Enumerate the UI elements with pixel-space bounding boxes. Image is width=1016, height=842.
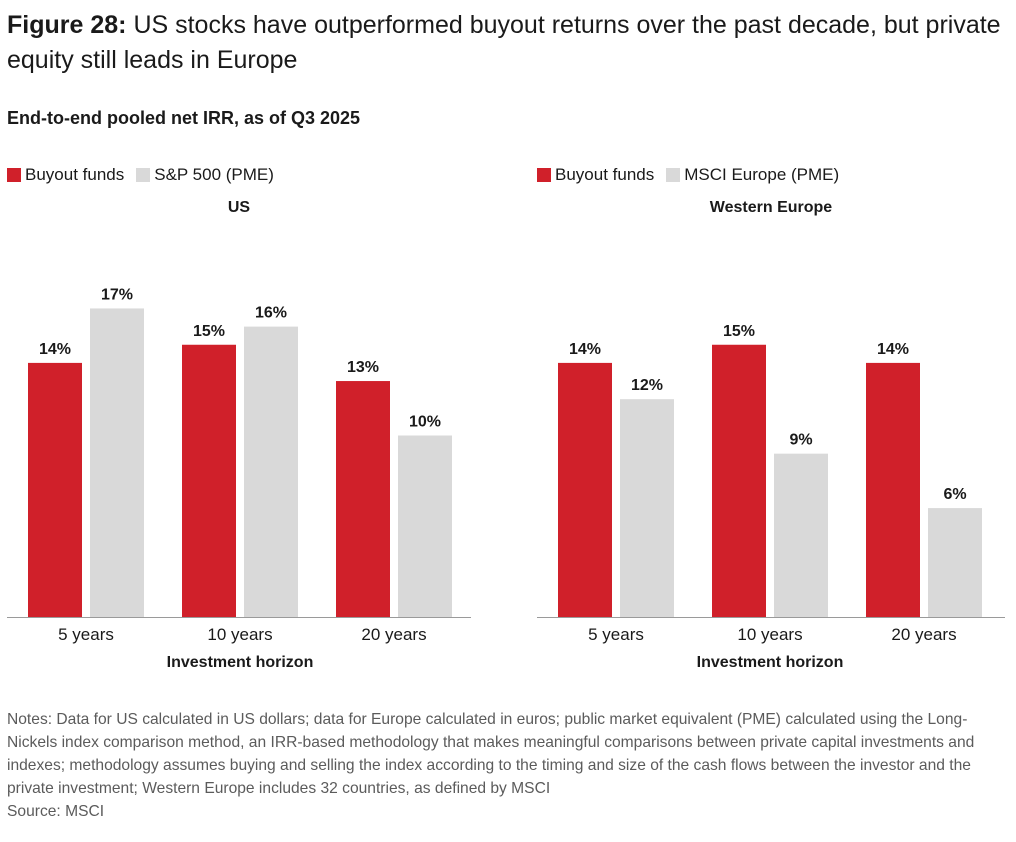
legend-europe: Buyout funds MSCI Europe (PME) bbox=[537, 163, 851, 187]
source-text: Source: MSCI bbox=[7, 803, 105, 820]
chart-subtitle: End-to-end pooled net IRR, as of Q3 2025 bbox=[7, 108, 361, 128]
bar bbox=[182, 344, 236, 617]
bar bbox=[774, 453, 828, 617]
bar bbox=[28, 362, 82, 617]
legend-swatch-buyout bbox=[537, 168, 551, 182]
legend-label-buyout: Buyout funds bbox=[555, 165, 655, 184]
data-label: 9% bbox=[789, 432, 812, 449]
x-tick-label: 10 years bbox=[207, 625, 272, 644]
legend-swatch-index bbox=[666, 168, 681, 182]
data-label: 17% bbox=[101, 286, 133, 303]
figure-title: Figure 28: US stocks have outperformed b… bbox=[7, 8, 1007, 78]
legend-label-index: MSCI Europe (PME) bbox=[684, 165, 840, 184]
data-label: 15% bbox=[193, 323, 225, 340]
x-tick-label: 20 years bbox=[361, 625, 426, 644]
bar bbox=[558, 362, 612, 617]
panel-title-us: US bbox=[227, 199, 251, 216]
notes-text: Notes: Data for US calculated in US doll… bbox=[7, 711, 975, 797]
data-label: 10% bbox=[409, 414, 441, 431]
legend-us: Buyout funds S&P 500 (PME) bbox=[7, 163, 286, 187]
legend-item-index: MSCI Europe (PME) bbox=[666, 165, 839, 185]
data-label: 13% bbox=[347, 359, 379, 376]
figure-title-text: US stocks have outperformed buyout retur… bbox=[7, 11, 1001, 74]
bar-charts: 14% 17% 5 years 15% 16% 10 years 13% 10% 20 year… bbox=[7, 286, 1005, 671]
legend-item-index: S&P 500 (PME) bbox=[136, 165, 274, 185]
data-label: 16% bbox=[255, 305, 287, 322]
legend-swatch-buyout bbox=[7, 168, 21, 182]
x-tick-label: 10 years bbox=[737, 625, 802, 644]
notes-block: Notes: Data for US calculated in US doll… bbox=[7, 708, 1011, 823]
bar bbox=[336, 381, 390, 617]
data-label: 14% bbox=[569, 341, 601, 358]
bar bbox=[712, 344, 766, 617]
panel-title-europe: Western Europe bbox=[709, 199, 833, 216]
bar bbox=[398, 435, 452, 617]
bar bbox=[928, 508, 982, 617]
legend-label-index: S&P 500 (PME) bbox=[154, 165, 274, 184]
legend-label-buyout: Buyout funds bbox=[25, 165, 125, 184]
data-label: 14% bbox=[877, 341, 909, 358]
legend-swatch-index bbox=[136, 168, 151, 182]
data-label: 15% bbox=[723, 323, 755, 340]
x-tick-label: 20 years bbox=[891, 625, 956, 644]
x-axis-title: Investment horizon bbox=[167, 654, 314, 671]
x-tick-label: 5 years bbox=[58, 625, 114, 644]
x-tick-label: 5 years bbox=[588, 625, 644, 644]
figure-number: Figure 28: bbox=[7, 11, 127, 39]
data-label: 12% bbox=[631, 377, 663, 394]
bar bbox=[90, 308, 144, 617]
bar bbox=[244, 326, 298, 617]
x-axis-title: Investment horizon bbox=[697, 654, 844, 671]
legend-item-buyout: Buyout funds bbox=[7, 165, 124, 185]
bar bbox=[620, 399, 674, 617]
data-label: 14% bbox=[39, 341, 71, 358]
bar bbox=[866, 362, 920, 617]
legend-item-buyout: Buyout funds bbox=[537, 165, 654, 185]
data-label: 6% bbox=[943, 486, 966, 503]
